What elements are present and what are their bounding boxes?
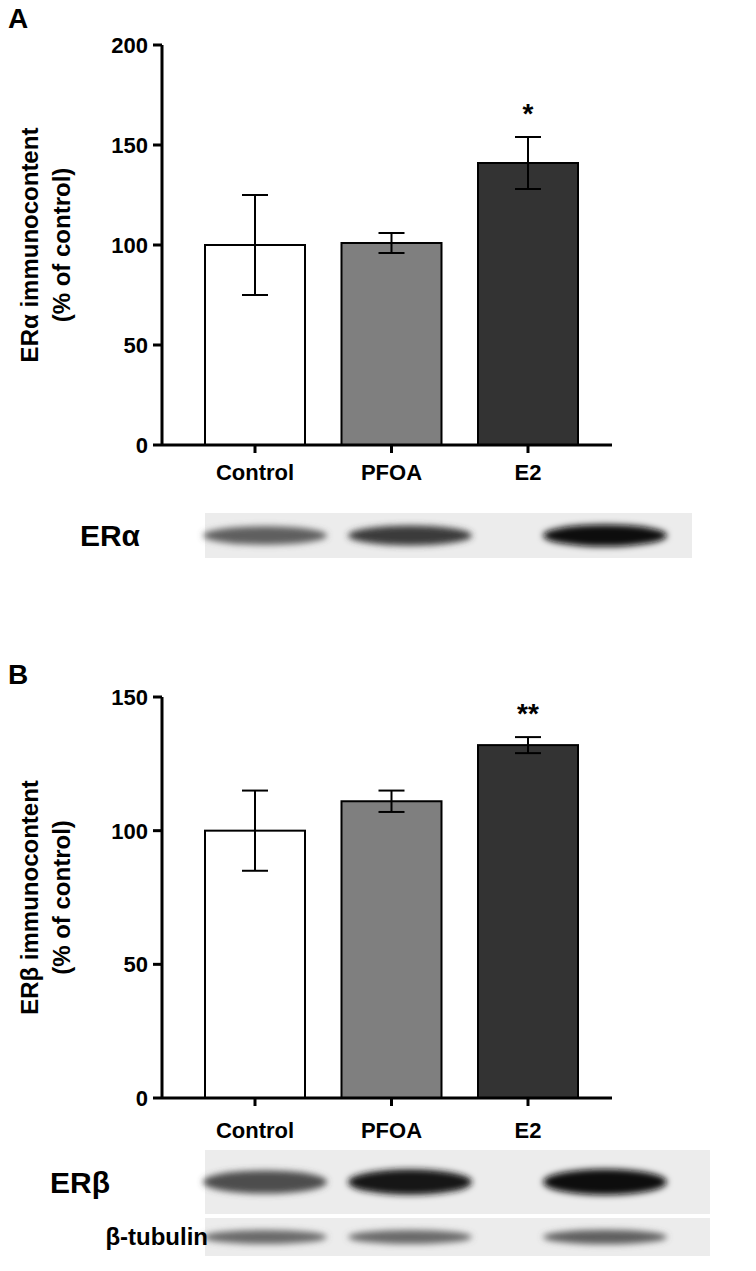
- bar: [478, 163, 578, 445]
- y-tick: [153, 1097, 162, 1100]
- x-tick: [390, 1098, 393, 1106]
- error-line: [254, 791, 256, 871]
- x-tick: [254, 1098, 257, 1106]
- band: [203, 526, 327, 544]
- y-tick: [153, 696, 162, 699]
- y-tick-label: 0: [136, 1086, 148, 1111]
- y-tick-label: 50: [124, 333, 148, 358]
- y-tick-label: 150: [111, 685, 148, 710]
- x-tick: [527, 445, 530, 453]
- panel: B ERβ immunocontent(% of control) 0 50 100 15…: [8, 659, 710, 1256]
- error-line: [391, 233, 393, 253]
- y-tick-label: 50: [124, 952, 148, 977]
- error-bar: [379, 791, 405, 812]
- x-axis: [162, 444, 612, 447]
- error-cap: [515, 136, 541, 138]
- panel: A ERα immunocontent(% of control) 0 50 100 15…: [8, 3, 692, 558]
- y-label: (% of control): [48, 820, 75, 975]
- bar: [342, 801, 442, 1098]
- x-tick-label: Control: [216, 1118, 294, 1143]
- band: [348, 1230, 472, 1244]
- x-tick-label: Control: [216, 460, 294, 485]
- y-tick-label: 100: [111, 233, 148, 258]
- y-label: ERβ immunocontent: [16, 780, 43, 1015]
- band: [348, 526, 472, 546]
- error-cap: [379, 232, 405, 234]
- x-tick-label: E2: [515, 1118, 542, 1143]
- error-line: [391, 791, 393, 812]
- y-tick-label: 100: [111, 819, 148, 844]
- error-cap: [242, 294, 268, 296]
- y-tick: [153, 44, 162, 47]
- x-tick-label: PFOA: [361, 460, 422, 485]
- y-tick-label: 0: [136, 433, 148, 458]
- figure: AERα immunocontent(% of control)05010015…: [0, 0, 756, 1271]
- y-tick: [153, 244, 162, 247]
- x-tick: [390, 445, 393, 453]
- band: [543, 1230, 667, 1244]
- error-line: [254, 195, 256, 295]
- error-cap: [379, 811, 405, 813]
- y-label: (% of control): [48, 168, 75, 323]
- error-cap: [242, 870, 268, 872]
- blot-label: ERα: [80, 519, 141, 552]
- bar: [478, 745, 578, 1098]
- error-cap: [379, 252, 405, 254]
- y-tick: [153, 829, 162, 832]
- blot: [203, 513, 692, 558]
- x-tick: [527, 1098, 530, 1106]
- y-tick: [153, 444, 162, 447]
- y-tick-label: 150: [111, 133, 148, 158]
- x-tick: [254, 445, 257, 453]
- error-cap: [515, 752, 541, 754]
- error-line: [527, 137, 529, 189]
- error-bar: [242, 195, 268, 295]
- band: [348, 1169, 472, 1195]
- y-tick: [153, 144, 162, 147]
- error-cap: [242, 790, 268, 792]
- y-tick: [153, 963, 162, 966]
- error-cap: [379, 790, 405, 792]
- blot-label: ERβ: [50, 1166, 110, 1199]
- error-cap: [515, 736, 541, 738]
- band: [543, 1169, 667, 1195]
- significance: **: [517, 698, 539, 729]
- bar: [342, 243, 442, 445]
- y-axis: [161, 697, 164, 1098]
- error-line: [527, 737, 529, 753]
- panel-letter: B: [8, 659, 28, 690]
- blot: [203, 1150, 710, 1214]
- x-tick-label: PFOA: [361, 1118, 422, 1143]
- band: [203, 1230, 327, 1244]
- marks: [205, 137, 578, 445]
- error-bar: [515, 137, 541, 189]
- error-cap: [242, 194, 268, 196]
- blot-label: β-tubulin: [105, 1223, 208, 1250]
- error-bar: [379, 233, 405, 253]
- error-cap: [515, 188, 541, 190]
- band: [543, 525, 667, 547]
- bar: [205, 831, 305, 1098]
- band: [203, 1170, 327, 1193]
- y-tick-label: 200: [111, 33, 148, 58]
- y-tick: [153, 344, 162, 347]
- x-axis: [162, 1097, 612, 1100]
- x-tick-label: E2: [515, 460, 542, 485]
- error-bar: [515, 737, 541, 753]
- blot: [203, 1218, 710, 1256]
- panel-letter: A: [8, 3, 28, 34]
- marks: [205, 737, 578, 1098]
- error-bar: [242, 791, 268, 871]
- y-label: ERα immunocontent: [16, 128, 43, 363]
- significance: *: [523, 98, 534, 129]
